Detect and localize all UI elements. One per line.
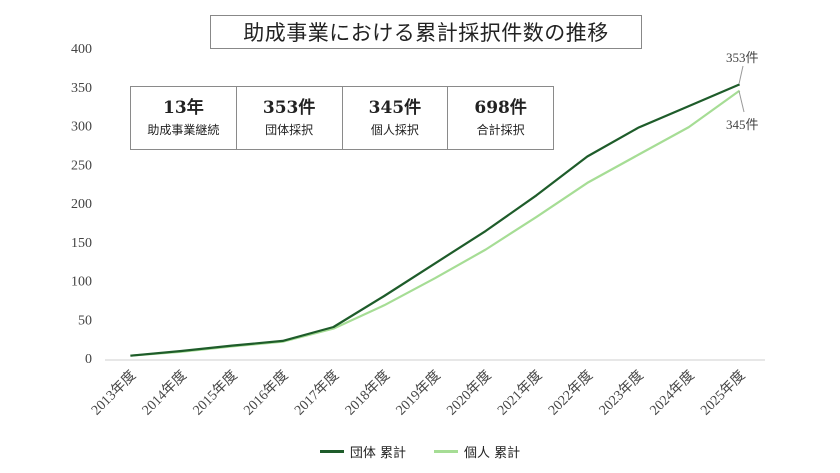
stat-total: 698件 合計採択 <box>448 87 553 149</box>
x-tick-label: 2023年度 <box>596 368 647 419</box>
stat-label: 団体採択 <box>265 123 314 137</box>
y-tick-label: 250 <box>71 158 92 173</box>
stat-years: 13年 助成事業継続 <box>131 87 237 149</box>
x-tick-label: 2017年度 <box>291 368 342 419</box>
stat-value: 13年 <box>163 98 204 118</box>
end-label-individual: 345件 <box>726 117 759 132</box>
x-tick-label: 2022年度 <box>545 368 596 419</box>
stat-group: 353件 団体採択 <box>237 87 343 149</box>
y-axis-ticks: 0 50 100 150 200 250 300 350 400 <box>71 42 92 367</box>
series-line-group <box>130 83 741 357</box>
legend-label: 団体 累計 <box>349 446 406 461</box>
x-axis-ticks: 2013年度 2014年度 2015年度 2016年度 2017年度 2018年度 2019… <box>88 368 748 419</box>
stat-label: 助成事業継続 <box>147 123 220 137</box>
x-tick-label: 2025年度 <box>698 368 749 419</box>
y-tick-label: 350 <box>71 81 92 96</box>
x-tick-label: 2018年度 <box>342 368 393 419</box>
legend-swatch <box>319 450 344 453</box>
x-tick-label: 2024年度 <box>647 368 698 419</box>
y-tick-label: 300 <box>71 120 92 135</box>
series-lines <box>130 83 741 357</box>
stat-individual: 345件 個人採択 <box>343 87 449 149</box>
y-tick-label: 100 <box>71 275 92 290</box>
x-tick-label: 2021年度 <box>494 368 545 419</box>
stat-value: 698件 <box>474 98 527 118</box>
y-tick-label: 50 <box>78 313 92 328</box>
end-label-leader-individual <box>738 90 745 113</box>
y-tick-label: 400 <box>71 42 92 57</box>
x-tick-label: 2014年度 <box>139 368 190 419</box>
x-tick-label: 2019年度 <box>393 368 444 419</box>
end-label-group: 353件 <box>726 50 759 65</box>
x-tick-label: 2016年度 <box>241 368 292 419</box>
x-tick-label: 2015年度 <box>190 368 241 419</box>
stat-value: 345件 <box>368 98 422 118</box>
stats-panel: 13年 助成事業継続 353件 団体採択 345件 個人採択 698件 合計採択 <box>130 86 554 150</box>
y-tick-label: 0 <box>85 352 92 367</box>
legend-item-individual: 個人 累計 <box>434 442 520 461</box>
legend-swatch <box>434 450 458 453</box>
legend-label: 個人 累計 <box>464 446 521 461</box>
legend-item-group: 団体 累計 <box>319 442 406 461</box>
stat-label: 合計採択 <box>476 123 525 137</box>
end-labels: 353件 345件 <box>726 50 759 132</box>
end-label-leader-group <box>738 65 744 85</box>
chart-title: 助成事業における累計採択件数の推移 <box>210 15 642 49</box>
y-tick-label: 200 <box>71 197 92 212</box>
stat-value: 353件 <box>262 98 316 118</box>
x-tick-label: 2020年度 <box>444 368 495 419</box>
x-tick-label: 2013年度 <box>88 368 139 419</box>
y-tick-label: 150 <box>71 236 92 251</box>
stat-label: 個人採択 <box>370 123 419 137</box>
legend: 団体 累計 個人 累計 <box>0 442 840 461</box>
